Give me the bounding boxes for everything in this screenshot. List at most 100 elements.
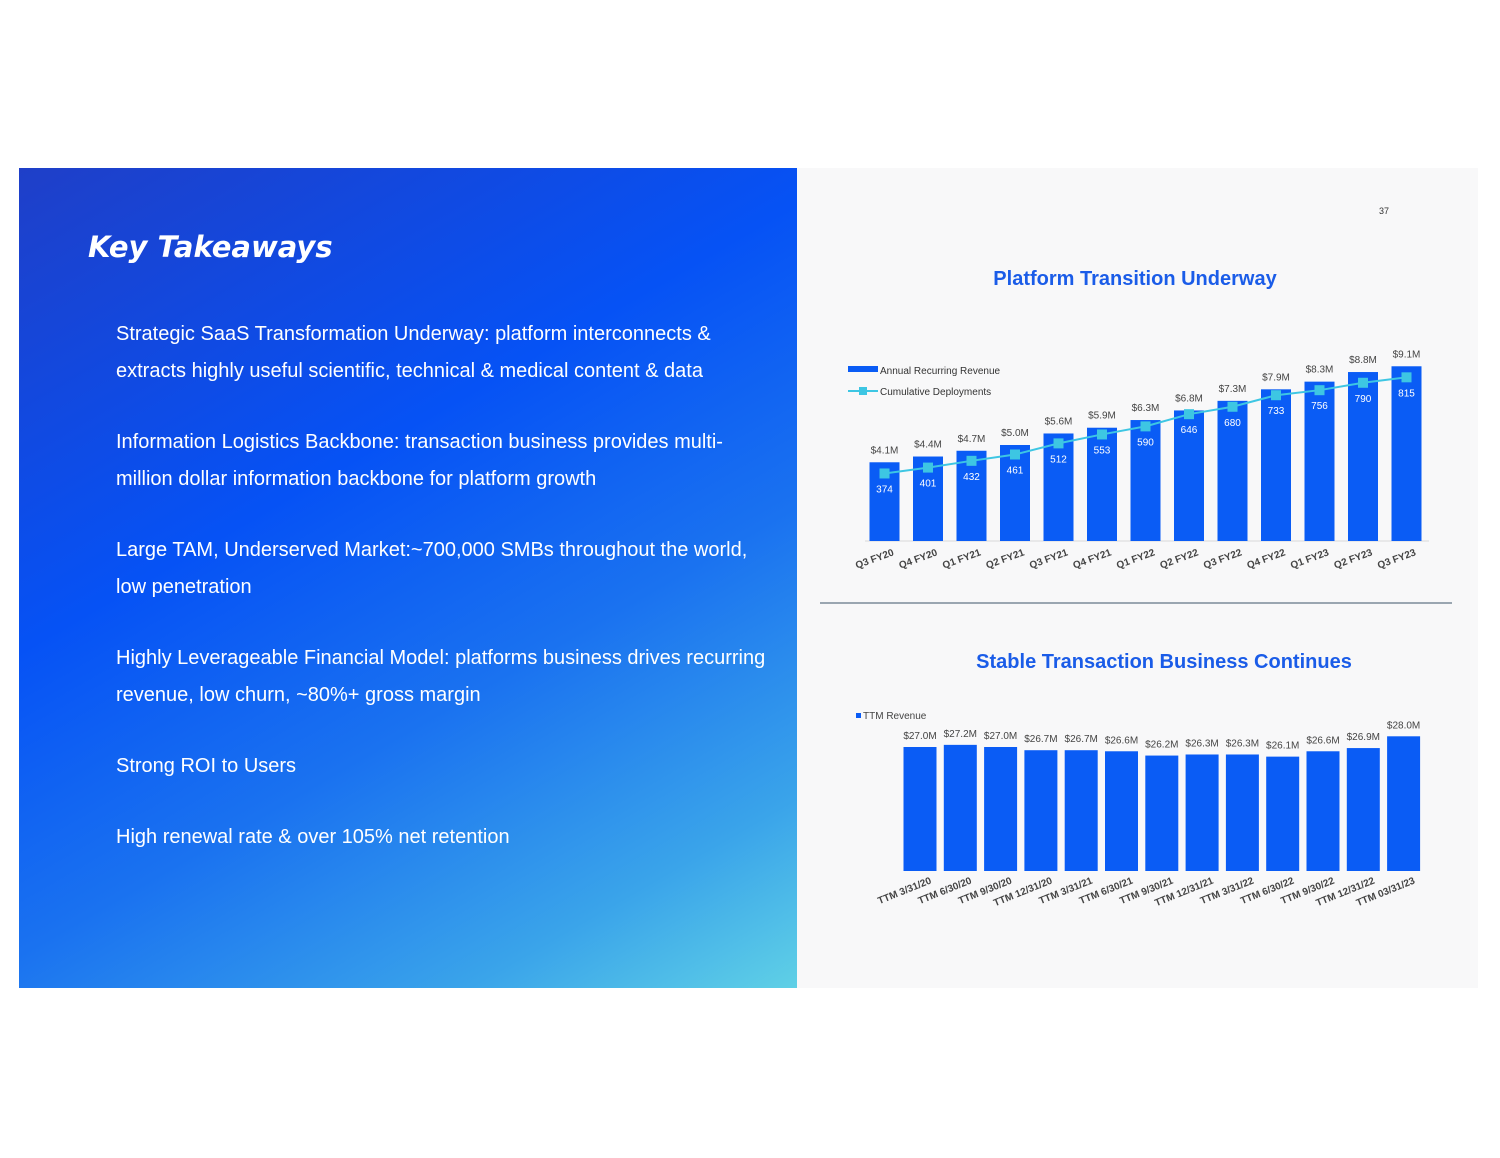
ttm-data-label: $26.7M: [1065, 734, 1098, 745]
arr-data-label: $6.3M: [1132, 403, 1160, 414]
takeaway-item: Information Logistics Backbone: transact…: [116, 431, 723, 490]
arr-data-label: $9.1M: [1393, 349, 1421, 360]
legend-label: Cumulative Deployments: [880, 387, 991, 398]
ttm-revenue-bar: [1346, 748, 1380, 871]
ttm-revenue-bar: [903, 747, 937, 871]
arr-bar: [1304, 381, 1335, 541]
deployments-data-label: 680: [1224, 418, 1241, 429]
ttm-revenue-bar: [1064, 750, 1098, 871]
legend-swatch-marker: [859, 387, 867, 395]
page-number: 37: [1379, 206, 1390, 216]
deployments-data-label: 432: [963, 472, 980, 483]
ttm-data-label: $26.3M: [1226, 738, 1259, 749]
arr-bar: [1217, 400, 1248, 541]
arr-bar: [1130, 420, 1161, 541]
arr-data-label: $7.9M: [1262, 372, 1290, 383]
ttm-revenue-bar: [943, 744, 977, 871]
x-tick-label: Q2 FY23: [1333, 547, 1375, 571]
ttm-data-label: $27.0M: [903, 731, 936, 742]
takeaways-list: Strategic SaaS Transformation Underway: …: [116, 316, 776, 890]
arr-data-label: $8.3M: [1306, 365, 1334, 376]
key-takeaways-panel: Key Takeaways Strategic SaaS Transformat…: [19, 168, 797, 988]
deployments-data-label: 815: [1398, 388, 1415, 399]
arr-data-label: $4.1M: [871, 445, 899, 456]
deployments-data-label: 553: [1094, 445, 1111, 456]
arr-bar: [1087, 427, 1117, 541]
deployments-data-label: 646: [1181, 425, 1198, 436]
x-tick-label: Q1 FY21: [941, 547, 983, 571]
deployments-marker: [1227, 401, 1238, 412]
deployments-marker: [966, 455, 977, 466]
ttm-revenue-bar: [1225, 754, 1259, 871]
x-tick-label: Q4 FY20: [898, 547, 940, 571]
takeaway-item: High renewal rate & over 105% net retent…: [116, 826, 510, 848]
deployments-marker: [1271, 390, 1281, 401]
deployments-data-label: 374: [876, 484, 893, 495]
deployments-marker: [1140, 421, 1151, 432]
deployments-data-label: 401: [920, 479, 937, 490]
x-tick-label: Q3 FY22: [1202, 547, 1244, 571]
deployments-data-label: 756: [1311, 401, 1328, 412]
arr-data-label: $5.0M: [1001, 428, 1029, 439]
panel-title: Key Takeaways: [88, 230, 333, 264]
ttm-data-label: $26.9M: [1347, 732, 1380, 743]
x-tick-label: Q1 FY22: [1115, 547, 1157, 571]
x-tick-label: Q3 FY21: [1028, 547, 1070, 571]
ttm-data-label: $27.2M: [944, 729, 977, 740]
charts-canvas: Platform Transition Underway Annual Recur…: [820, 268, 1452, 909]
legend-swatch-arr: [848, 366, 878, 372]
ttm-data-label: $26.7M: [1024, 734, 1057, 745]
deployments-marker: [1010, 449, 1020, 460]
ttm-revenue-bar: [1024, 750, 1058, 871]
arr-data-label: $6.8M: [1175, 393, 1203, 404]
deployments-marker: [1097, 429, 1107, 440]
legend-label: Annual Recurring Revenue: [880, 366, 1001, 377]
x-tick-label: Q4 FY22: [1246, 547, 1288, 571]
ttm-data-label: $26.3M: [1185, 738, 1218, 749]
takeaway-item: Strong ROI to Users: [116, 755, 297, 777]
arr-data-label: $4.4M: [914, 440, 942, 451]
deployments-marker: [1358, 377, 1368, 388]
legend-swatch-ttm: [856, 713, 861, 718]
arr-data-label: $7.3M: [1219, 384, 1247, 395]
ttm-data-label: $28.0M: [1387, 720, 1420, 731]
arr-bar: [1261, 389, 1291, 541]
arr-bar: [1000, 445, 1030, 541]
ttm-revenue-bar: [1185, 754, 1219, 871]
charts-panel: 37 Platform Transition Underway Annual Re…: [797, 168, 1478, 988]
takeaway-item: Strategic SaaS Transformation Underway: …: [116, 323, 711, 382]
ttm-data-label: $27.0M: [984, 731, 1017, 742]
deployments-marker: [1184, 409, 1194, 420]
deployments-data-label: 790: [1355, 394, 1372, 405]
deployments-data-label: 590: [1137, 437, 1154, 448]
x-tick-label: Q2 FY21: [985, 547, 1027, 571]
chart-title: Stable Transaction Business Continues: [976, 651, 1352, 673]
deployments-data-label: 733: [1268, 406, 1285, 417]
arr-data-label: $8.8M: [1349, 355, 1377, 366]
arr-bar: [1348, 372, 1378, 541]
ttm-revenue-bar: [984, 747, 1018, 871]
ttm-data-label: $26.2M: [1145, 740, 1178, 751]
deployments-data-label: 461: [1007, 466, 1024, 477]
deployments-marker: [1401, 372, 1412, 383]
deployments-marker: [879, 468, 890, 479]
x-tick-label: Q1 FY23: [1289, 547, 1331, 571]
arr-data-label: $4.7M: [958, 434, 986, 445]
deployments-data-label: 512: [1050, 454, 1067, 465]
x-tick-label: Q4 FY21: [1072, 547, 1114, 571]
deployments-marker: [923, 462, 933, 473]
x-tick-label: Q3 FY23: [1376, 547, 1418, 571]
legend-label: TTM Revenue: [863, 711, 927, 722]
ttm-revenue-bar: [1387, 736, 1421, 871]
arr-bar: [1391, 366, 1422, 541]
deployments-marker: [1053, 438, 1064, 449]
arr-data-label: $5.9M: [1088, 411, 1116, 422]
ttm-data-label: $26.6M: [1105, 735, 1138, 746]
ttm-revenue-bar: [1306, 751, 1340, 871]
takeaway-item: Highly Leverageable Financial Model: pla…: [116, 647, 766, 706]
arr-data-label: $5.6M: [1045, 416, 1073, 427]
ttm-revenue-bar: [1266, 756, 1300, 871]
arr-bar: [1043, 433, 1074, 541]
deployments-marker: [1314, 385, 1325, 396]
ttm-revenue-bar: [1105, 751, 1138, 871]
